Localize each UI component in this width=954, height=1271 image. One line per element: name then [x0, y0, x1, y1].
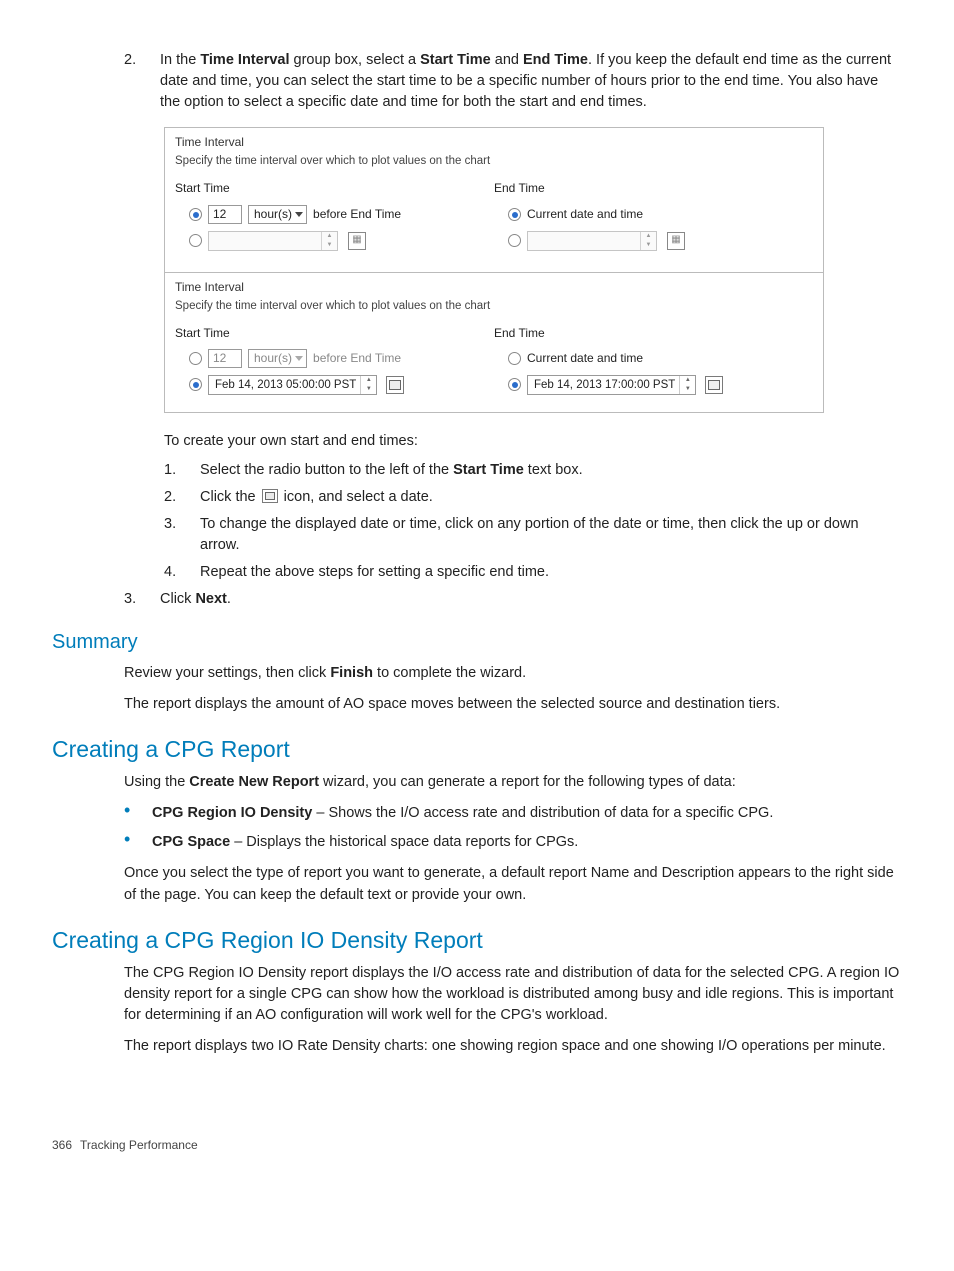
text: Select the radio button to the left of t…	[200, 462, 453, 478]
bold-text: Start Time	[420, 52, 491, 68]
substep-2: Click the icon, and select a date.	[200, 487, 902, 508]
cpg-bullet-2: CPG Space – Displays the historical spac…	[152, 832, 902, 853]
footer-title: Tracking Performance	[80, 1138, 198, 1152]
hours-unit-combo[interactable]: hour(s)	[248, 205, 307, 224]
end-current-radio[interactable]	[508, 208, 521, 221]
text: .	[227, 591, 231, 607]
bold-text: Create New Report	[189, 774, 319, 790]
chevron-down-icon	[295, 356, 303, 361]
date-value: Feb 14, 2013 17:00:00 PST	[534, 377, 675, 394]
bold-text: CPG Space	[152, 834, 230, 850]
start-time-label: Start Time	[175, 180, 494, 197]
end-date-radio[interactable]	[508, 234, 521, 247]
step3-text: Click Next.	[160, 589, 902, 610]
page-footer: 366 Tracking Performance	[52, 1137, 902, 1154]
text: Click the	[200, 489, 260, 505]
bold-text: Next	[195, 591, 226, 607]
start-date-radio[interactable]	[189, 234, 202, 247]
list-number: 2.	[164, 487, 200, 508]
summary-p1: Review your settings, then click Finish …	[124, 663, 902, 684]
list-number: 3.	[124, 589, 160, 610]
end-time-label: End Time	[494, 325, 813, 342]
substep-1: Select the radio button to the left of t…	[200, 460, 902, 481]
end-time-column: End Time Current date and time Feb 14, 2…	[494, 325, 813, 400]
page-number: 366	[52, 1138, 72, 1152]
start-time-label: Start Time	[175, 325, 494, 342]
end-current-radio[interactable]	[508, 352, 521, 365]
substep-3: To change the displayed date or time, cl…	[200, 514, 902, 556]
summary-p2: The report displays the amount of AO spa…	[124, 694, 902, 715]
current-dt-text: Current date and time	[527, 350, 643, 367]
start-date-spinner: ▲▼	[208, 231, 338, 251]
text: text box.	[524, 462, 583, 478]
start-hours-radio[interactable]	[189, 208, 202, 221]
text: – Shows the I/O access rate and distribu…	[312, 805, 773, 821]
bold-text: Finish	[330, 665, 373, 681]
bullet-icon: •	[124, 803, 152, 824]
calendar-icon[interactable]	[705, 376, 723, 394]
end-time-label: End Time	[494, 180, 813, 197]
start-time-column: Start Time 12 hour(s) before End Time ▲▼…	[175, 180, 494, 255]
calendar-icon	[262, 489, 278, 503]
list-number: 1.	[164, 460, 200, 481]
calendar-icon[interactable]	[386, 376, 404, 394]
cpg-io-heading: Creating a CPG Region IO Density Report	[52, 924, 902, 957]
calendar-icon: ▦	[348, 232, 366, 250]
before-end-time-text: before End Time	[313, 206, 401, 223]
start-hours-radio[interactable]	[189, 352, 202, 365]
panel-subtitle: Specify the time interval over which to …	[175, 298, 813, 315]
end-date-spinner: ▲▼	[527, 231, 657, 251]
bold-text: End Time	[523, 52, 588, 68]
cpgio-p2: The report displays two IO Rate Density …	[124, 1036, 902, 1057]
step2-text: In the Time Interval group box, select a…	[160, 50, 902, 113]
text: Review your settings, then click	[124, 665, 330, 681]
bullet-icon: •	[124, 832, 152, 853]
hours-input[interactable]: 12	[208, 205, 242, 224]
text: to complete the wizard.	[373, 665, 526, 681]
cpg-p1: Using the Create New Report wizard, you …	[124, 772, 902, 793]
end-date-input[interactable]: Feb 14, 2013 17:00:00 PST▲▼	[527, 375, 696, 395]
text: wizard, you can generate a report for th…	[319, 774, 736, 790]
calendar-icon: ▦	[667, 232, 685, 250]
time-interval-panel-2: Time Interval Specify the time interval …	[165, 272, 823, 412]
before-end-time-text: before End Time	[313, 350, 401, 367]
time-interval-screenshot: Time Interval Specify the time interval …	[164, 127, 824, 413]
bold-text: Start Time	[453, 462, 524, 478]
cpg-bullet-1: CPG Region IO Density – Shows the I/O ac…	[152, 803, 902, 824]
panel-subtitle: Specify the time interval over which to …	[175, 153, 813, 170]
text: Click	[160, 591, 195, 607]
text: In the	[160, 52, 200, 68]
time-interval-panel-1: Time Interval Specify the time interval …	[165, 128, 823, 267]
date-value: Feb 14, 2013 05:00:00 PST	[215, 377, 356, 394]
cpg-report-heading: Creating a CPG Report	[52, 733, 902, 766]
combo-value: hour(s)	[254, 350, 292, 367]
end-time-column: End Time Current date and time ▲▼ ▦	[494, 180, 813, 255]
own-times-intro: To create your own start and end times:	[164, 431, 902, 452]
text: icon, and select a date.	[280, 489, 433, 505]
list-number: 3.	[164, 514, 200, 556]
list-number: 2.	[124, 50, 160, 113]
cpgio-p1: The CPG Region IO Density report display…	[124, 963, 902, 1026]
hours-input: 12	[208, 349, 242, 368]
text: group box, select a	[290, 52, 421, 68]
text: Using the	[124, 774, 189, 790]
panel-title: Time Interval	[175, 279, 813, 296]
bold-text: CPG Region IO Density	[152, 805, 312, 821]
bold-text: Time Interval	[200, 52, 289, 68]
summary-heading: Summary	[52, 628, 902, 657]
combo-value: hour(s)	[254, 206, 292, 223]
chevron-down-icon	[295, 212, 303, 217]
hours-unit-combo: hour(s)	[248, 349, 307, 368]
text: – Displays the historical space data rep…	[230, 834, 578, 850]
end-date-radio[interactable]	[508, 378, 521, 391]
cpg-p2: Once you select the type of report you w…	[124, 863, 902, 905]
text: and	[491, 52, 523, 68]
list-number: 4.	[164, 562, 200, 583]
substep-4: Repeat the above steps for setting a spe…	[200, 562, 902, 583]
start-date-input[interactable]: Feb 14, 2013 05:00:00 PST▲▼	[208, 375, 377, 395]
start-date-radio[interactable]	[189, 378, 202, 391]
current-dt-text: Current date and time	[527, 206, 643, 223]
panel-title: Time Interval	[175, 134, 813, 151]
start-time-column: Start Time 12 hour(s) before End Time Fe…	[175, 325, 494, 400]
